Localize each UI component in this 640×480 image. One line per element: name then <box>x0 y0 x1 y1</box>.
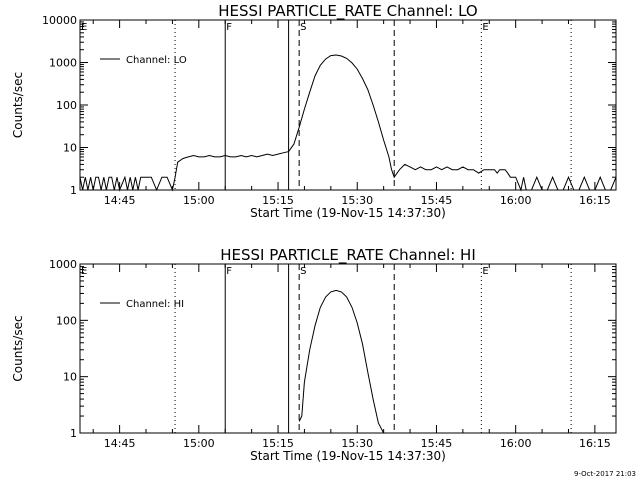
hi-xtick-label: 14:45 <box>104 437 136 450</box>
hi-ytick-label: 100 <box>56 314 77 327</box>
lo-ytick-label: 1000 <box>49 57 77 70</box>
hi-xtick-label: 16:00 <box>500 437 532 450</box>
hi-marker-label: E <box>482 266 488 277</box>
lo-xtick-label: 15:45 <box>421 194 453 207</box>
lo-ytick-label: 10 <box>63 142 77 155</box>
hi-marker-label: E <box>81 266 87 277</box>
lo-marker-label: S <box>300 22 306 33</box>
lo-ytick-label: 1 <box>70 184 77 197</box>
lo-xaxis-label: Start Time (19-Nov-15 14:37:30) <box>250 206 446 220</box>
lo-ytick-label: 10000 <box>42 14 77 27</box>
lo-legend-label: Channel: LO <box>126 55 187 66</box>
hi-plot-frame <box>79 263 617 434</box>
hi-marker-label: F <box>226 266 232 277</box>
lo-marker-label: F <box>226 22 232 33</box>
lo-plot-frame <box>79 19 617 191</box>
hi-series-line <box>298 289 385 434</box>
lo-series-line <box>79 54 617 192</box>
hi-xtick-label: 15:00 <box>183 437 215 450</box>
hi-ytick-label: 1 <box>70 427 77 440</box>
hi-ytick-label: 10 <box>63 371 77 384</box>
lo-marker-label: E <box>482 22 488 33</box>
hi-legend-label: Channel: HI <box>126 299 184 310</box>
hi-xtick-label: 15:15 <box>262 437 294 450</box>
lo-title: HESSI PARTICLE_RATE Channel: LO <box>218 2 477 21</box>
hi-marker-label: S <box>300 266 306 277</box>
lo-xtick-label: 15:00 <box>183 194 215 207</box>
lo-xtick-label: 14:45 <box>104 194 136 207</box>
lo-yaxis-label: Counts/sec <box>11 72 25 138</box>
hi-xaxis-label: Start Time (19-Nov-15 14:37:30) <box>250 449 446 463</box>
lo-xtick-label: 15:15 <box>262 194 294 207</box>
hi-xtick-label: 16:15 <box>579 437 611 450</box>
hi-yaxis-label: Counts/sec <box>11 315 25 381</box>
lo-xtick-label: 16:15 <box>579 194 611 207</box>
hi-xtick-label: 15:45 <box>421 437 453 450</box>
lo-marker-label: E <box>81 22 87 33</box>
lo-xtick-label: 16:00 <box>500 194 532 207</box>
lo-ytick-label: 100 <box>56 99 77 112</box>
hi-title: HESSI PARTICLE_RATE Channel: HI <box>220 246 476 265</box>
hi-xtick-label: 15:30 <box>341 437 373 450</box>
timestamp: 9-Oct-2017 21:03 <box>574 470 636 478</box>
hi-ytick-label: 1000 <box>49 258 77 271</box>
lo-xtick-label: 15:30 <box>341 194 373 207</box>
